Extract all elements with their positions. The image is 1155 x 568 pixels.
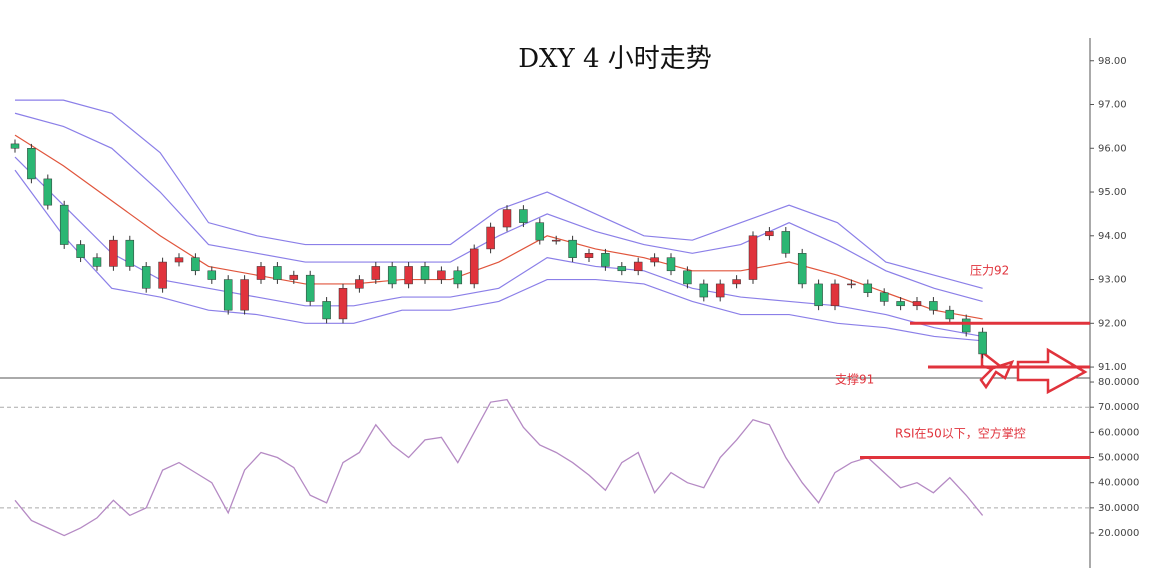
candle-body — [551, 239, 561, 242]
y-tick-label: 97.00 — [1098, 100, 1127, 111]
candle-body — [732, 279, 741, 285]
candle-body — [535, 222, 545, 241]
candle-body — [191, 257, 200, 272]
rsi-line — [14, 398, 984, 537]
candle-body — [486, 226, 495, 250]
y-tick-label: 98.00 — [1098, 56, 1127, 67]
level-label: 支撑91 — [835, 372, 874, 387]
candle-body — [765, 231, 774, 237]
candle-body — [43, 178, 53, 206]
candle-body — [863, 283, 873, 293]
candle-body — [76, 244, 85, 258]
candle-body — [387, 266, 397, 285]
candle-body — [978, 331, 987, 355]
candle-body — [141, 266, 151, 289]
candle-body — [158, 261, 167, 289]
candle-body — [256, 266, 266, 280]
candle-body — [929, 301, 938, 311]
candle-body — [683, 270, 692, 285]
band-line — [14, 169, 983, 342]
level-label: RSI在50以下，空方掌控 — [895, 426, 1026, 441]
y-tick-label: 91.00 — [1098, 362, 1127, 373]
y-tick-label: 95.00 — [1098, 187, 1127, 198]
candle-body — [650, 257, 659, 263]
chart-title: DXY 4 小时走势 — [518, 44, 712, 74]
candle-body — [699, 283, 709, 298]
band-line — [15, 99, 983, 289]
arrow-right — [1016, 347, 1088, 395]
candle-body — [355, 279, 364, 289]
candle-body — [469, 248, 479, 285]
candle-body — [584, 253, 594, 258]
y-tick-label: 70.0000 — [1098, 402, 1139, 413]
band-line — [14, 156, 983, 338]
band-line — [14, 134, 983, 320]
y-tick-label: 20.0000 — [1098, 528, 1139, 539]
y-tick-label: 40.0000 — [1098, 478, 1139, 489]
candle-body — [814, 283, 823, 307]
candle-body — [371, 266, 381, 280]
candle-body — [109, 239, 118, 267]
candle-body — [338, 288, 348, 320]
candle-body — [223, 279, 233, 311]
y-tick-label: 50.0000 — [1098, 453, 1139, 464]
candle-body — [273, 266, 282, 280]
y-tick-label: 93.00 — [1098, 275, 1127, 286]
arrows — [979, 347, 1088, 395]
candle-body — [289, 274, 299, 280]
candle-body — [125, 239, 135, 267]
candle-body — [601, 253, 610, 267]
candle-body — [715, 283, 725, 298]
candle-body — [453, 270, 463, 285]
candle-body — [502, 209, 512, 228]
candle-body — [748, 235, 758, 280]
band-line — [14, 112, 983, 303]
candle-body — [437, 270, 446, 280]
candle-body — [666, 257, 676, 272]
candle-body — [568, 239, 577, 258]
y-tick-label: 30.0000 — [1098, 503, 1139, 514]
candle-body — [912, 301, 922, 307]
candle-body — [896, 301, 905, 307]
candle-body — [404, 266, 413, 285]
y-tick-label: 60.0000 — [1098, 427, 1139, 438]
level-label: 压力92 — [970, 264, 1009, 278]
candle-body — [830, 283, 840, 307]
candle-body — [27, 148, 36, 180]
candle-body — [797, 253, 807, 285]
candle-body — [519, 209, 528, 223]
candle-body — [92, 257, 102, 267]
y-tick-label: 96.00 — [1098, 143, 1127, 154]
candle-body — [174, 257, 184, 263]
candle-body — [59, 204, 69, 245]
arrow-down — [979, 349, 1015, 390]
y-tick-label: 80.0000 — [1098, 377, 1139, 388]
candle-body — [633, 261, 643, 272]
candle-body — [10, 143, 20, 149]
candle-body — [420, 266, 430, 280]
candle-body — [961, 318, 971, 333]
candle-body — [879, 292, 889, 302]
candle-body — [322, 301, 331, 320]
candle-body — [847, 283, 856, 286]
y-tick-label: 92.00 — [1098, 318, 1127, 329]
candle-body — [240, 279, 249, 311]
candle-body — [945, 309, 955, 320]
candle-body — [207, 270, 217, 280]
candle-body — [305, 274, 315, 302]
y-tick-label: 94.00 — [1098, 231, 1127, 242]
candle-body — [781, 231, 791, 254]
candle-body — [617, 266, 627, 272]
